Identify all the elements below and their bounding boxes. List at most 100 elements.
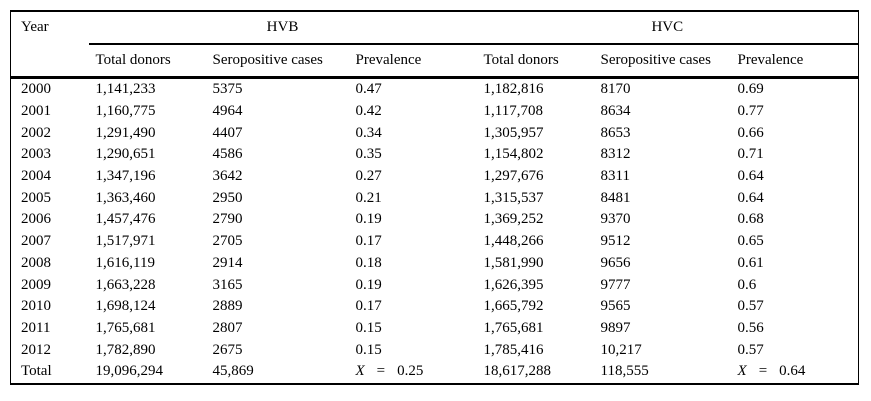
col-header-hvc-total-donors: Total donors [476, 44, 594, 79]
cell-hvb-seropositive-cases: 2889 [212, 298, 243, 315]
table-row: 2012 1,782,890 2675 0.15 1,785,416 10,217 0.57 [11, 339, 859, 361]
cell-hvc-seropositive-cases: 9512 [600, 233, 631, 250]
cell-hvb-prevalence: 0.35 [355, 146, 382, 163]
cell-hvb-total-donors: 1,517,971 [95, 233, 156, 250]
table-row: 2010 1,698,124 2889 0.17 1,665,792 9565 0.57 [11, 296, 859, 318]
col-header-hvc-seropositive-cases: Seropositive cases [593, 44, 731, 79]
cell-hvb-total-donors: 1,765,681 [95, 319, 156, 336]
table-row: 2003 1,290,651 4586 0.35 1,154,802 8312 0.71 [11, 144, 859, 166]
cell-hvb-total-donors: 1,141,233 [95, 81, 156, 98]
cell-hvb-seropositive-cases: 4586 [212, 146, 243, 163]
cell-hvc-total-donors: 1,448,266 [483, 233, 544, 250]
cell-hvb-seropositive-cases: 3642 [212, 168, 243, 185]
cell-year: 2012 [21, 341, 51, 358]
mean-value-hvc: 0.64 [779, 363, 806, 380]
cell-hvb-prevalence: 0.21 [355, 189, 382, 206]
cell-hvc-seropositive-cases: 9777 [600, 276, 631, 293]
total-hvc-total-donors: 18,617,288 [483, 363, 552, 380]
cell-year: 2010 [21, 298, 51, 315]
cell-hvc-prevalence: 0.68 [737, 211, 764, 228]
cell-hvc-prevalence: 0.65 [737, 233, 764, 250]
table-row: 2006 1,457,476 2790 0.19 1,369,252 9370 0.68 [11, 209, 859, 231]
cell-year: 2003 [21, 146, 51, 163]
cell-hvc-prevalence: 0.77 [737, 103, 764, 120]
cell-hvc-total-donors: 1,117,708 [483, 103, 543, 120]
cell-hvb-seropositive-cases: 2914 [212, 254, 243, 271]
group-header-hvc: HVC [476, 11, 859, 45]
group-header-hvb: HVB [88, 11, 477, 45]
cell-hvb-total-donors: 1,347,196 [95, 168, 156, 185]
cell-hvc-prevalence: 0.57 [737, 341, 764, 358]
cell-year: 2004 [21, 168, 51, 185]
cell-hvb-seropositive-cases: 5375 [212, 81, 243, 98]
group-header-row: Year HVB HVC [10, 11, 859, 79]
equals-sign-hvb: = [376, 363, 386, 380]
cell-hvc-seropositive-cases: 8312 [600, 146, 631, 163]
cell-hvb-prevalence: 0.17 [355, 298, 382, 315]
col-header-year: Year [10, 11, 89, 79]
table-row: 2004 1,347,196 3642 0.27 1,297,676 8311 0.64 [11, 166, 859, 188]
column-header-row: Total donors Seropositive cases Prevalen… [11, 44, 859, 79]
cell-hvb-total-donors: 1,782,890 [95, 341, 156, 358]
cell-hvc-total-donors: 1,665,792 [483, 298, 544, 315]
equals-sign-hvc: = [758, 363, 768, 380]
cell-year: 2011 [21, 319, 51, 336]
cell-hvb-prevalence: 0.34 [355, 124, 382, 141]
cell-hvc-seropositive-cases: 8634 [600, 103, 631, 120]
cell-year: 2005 [21, 189, 51, 206]
cell-hvb-prevalence: 0.19 [355, 276, 382, 293]
cell-hvc-prevalence: 0.6 [737, 276, 757, 293]
cell-hvc-total-donors: 1,297,676 [483, 168, 544, 185]
cell-year: 2009 [21, 276, 51, 293]
cell-year: 2006 [21, 211, 51, 228]
cell-hvc-total-donors: 1,626,395 [483, 276, 544, 293]
cell-hvc-seropositive-cases: 8481 [600, 189, 631, 206]
cell-hvb-prevalence: 0.19 [355, 211, 382, 228]
cell-hvc-seropositive-cases: 8311 [600, 168, 630, 185]
cell-hvc-seropositive-cases: 9897 [600, 319, 631, 336]
total-row: Total 19,096,294 45,869 X = 0.25 18,617,28… [11, 361, 859, 384]
cell-hvc-total-donors: 1,785,416 [483, 341, 544, 358]
cell-hvb-total-donors: 1,160,775 [95, 103, 156, 120]
cell-hvc-total-donors: 1,154,802 [483, 146, 544, 163]
cell-hvb-seropositive-cases: 2807 [212, 319, 243, 336]
cell-hvc-prevalence: 0.61 [737, 254, 764, 271]
cell-hvc-total-donors: 1,581,990 [483, 254, 544, 271]
cell-hvc-prevalence: 0.56 [737, 319, 764, 336]
cell-hvc-prevalence: 0.71 [737, 146, 764, 163]
table-row: 2000 1,141,233 5375 0.47 1,182,816 8170 0.69 [11, 78, 859, 101]
table-row: 2011 1,765,681 2807 0.15 1,765,681 9897 0.56 [11, 318, 859, 340]
cell-hvc-seropositive-cases: 9656 [600, 254, 631, 271]
cell-hvc-total-donors: 1,305,957 [483, 124, 544, 141]
total-hvc-prevalence: X = 0.64 [731, 361, 859, 384]
cell-hvc-prevalence: 0.57 [737, 298, 764, 315]
total-hvc-seropositive-cases: 118,555 [600, 363, 649, 380]
table-row: 2007 1,517,971 2705 0.17 1,448,266 9512 0.65 [11, 231, 859, 253]
cell-hvc-seropositive-cases: 9565 [600, 298, 631, 315]
cell-hvb-total-donors: 1,616,119 [95, 254, 155, 271]
cell-year: 2007 [21, 233, 51, 250]
cell-hvb-seropositive-cases: 3165 [212, 276, 243, 293]
cell-hvc-seropositive-cases: 10,217 [600, 341, 642, 358]
cell-hvc-prevalence: 0.69 [737, 81, 764, 98]
cell-hvc-total-donors: 1,765,681 [483, 319, 544, 336]
cell-hvb-total-donors: 1,663,228 [95, 276, 156, 293]
cell-year: 2008 [21, 254, 51, 271]
cell-hvb-seropositive-cases: 2950 [212, 189, 243, 206]
cell-hvb-total-donors: 1,363,460 [95, 189, 156, 206]
total-hvb-total-donors: 19,096,294 [95, 363, 164, 380]
table-row: 2002 1,291,490 4407 0.34 1,305,957 8653 0.66 [11, 122, 859, 144]
mean-value-hvb: 0.25 [397, 363, 424, 380]
cell-hvc-seropositive-cases: 8653 [600, 124, 631, 141]
cell-hvb-prevalence: 0.42 [355, 103, 382, 120]
cell-hvb-prevalence: 0.18 [355, 254, 382, 271]
table-row: 2009 1,663,228 3165 0.19 1,626,395 9777 0.6 [11, 274, 859, 296]
col-header-hvb-seropositive-cases: Seropositive cases [205, 44, 349, 79]
cell-hvb-total-donors: 1,290,651 [95, 146, 156, 163]
cell-hvc-seropositive-cases: 8170 [600, 81, 631, 98]
cell-hvb-seropositive-cases: 4407 [212, 124, 243, 141]
cell-year: 2000 [21, 81, 51, 98]
cell-hvc-prevalence: 0.64 [737, 168, 764, 185]
col-header-hvc-prevalence: Prevalence [730, 44, 859, 79]
